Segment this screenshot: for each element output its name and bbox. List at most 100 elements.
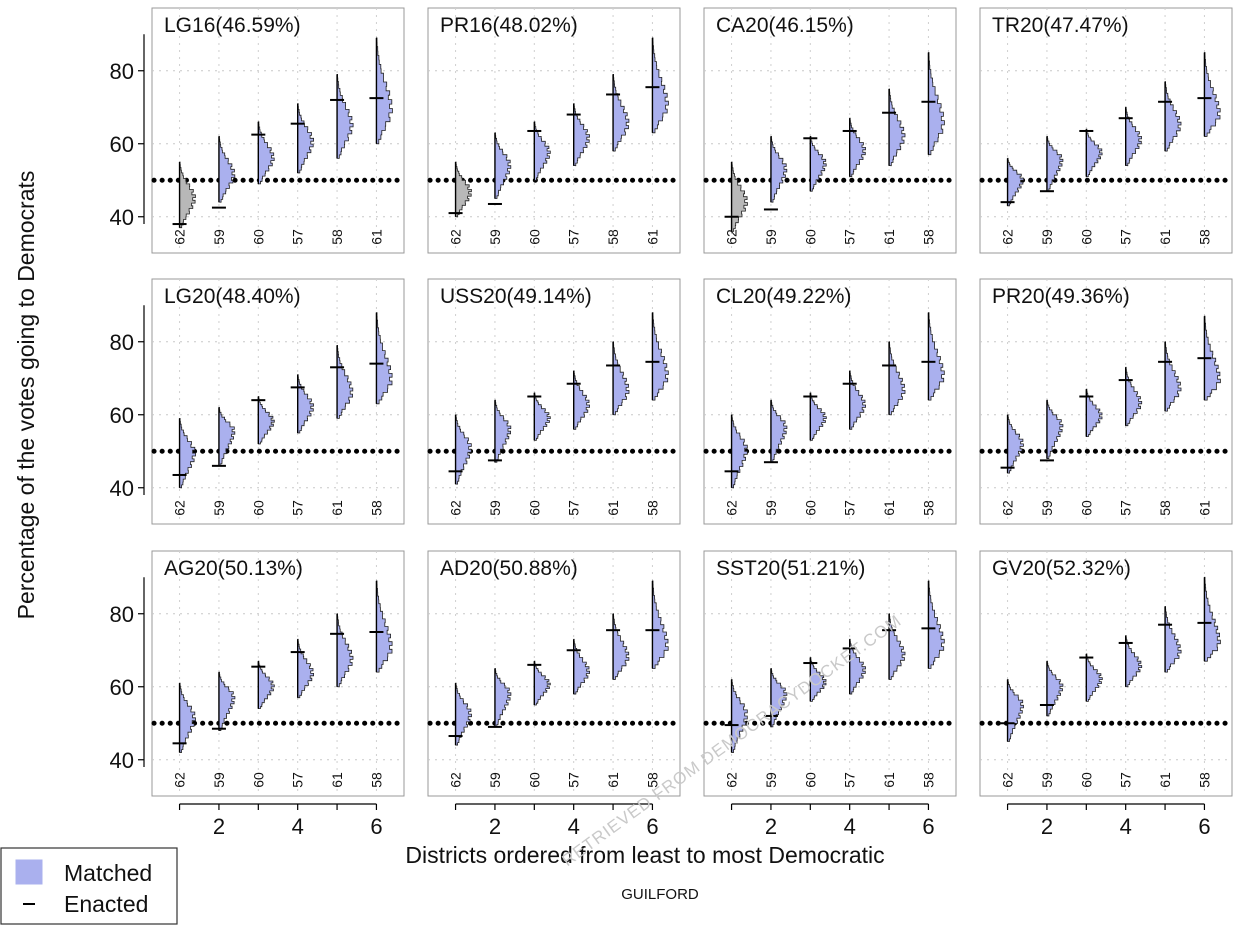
panel-6: CL20(49.22%) 62 59 60 57 61 58 xyxy=(703,278,957,525)
matched-distribution xyxy=(1164,81,1182,152)
district-label: 58 xyxy=(605,229,621,245)
district-label: 62 xyxy=(724,772,740,788)
district-label: 57 xyxy=(1118,500,1134,516)
matched-distribution xyxy=(652,37,669,134)
district-label: 62 xyxy=(172,772,188,788)
legend-enacted-label: Enacted xyxy=(64,891,148,917)
county-subtitle: GUILFORD xyxy=(621,886,699,903)
district-label: 58 xyxy=(1196,772,1212,788)
district-label: 61 xyxy=(1196,500,1212,516)
district-label: 62 xyxy=(724,229,740,245)
matched-distribution xyxy=(533,392,551,441)
x-tick-label: 4 xyxy=(844,814,856,839)
matched-distribution xyxy=(1164,606,1182,673)
district-label: 57 xyxy=(566,500,582,516)
matched-distribution xyxy=(573,103,590,167)
panel-frame xyxy=(979,278,1233,525)
x-tick-label: 6 xyxy=(922,814,934,839)
matched-distribution xyxy=(494,132,512,199)
matched-distribution xyxy=(731,161,748,232)
district-label: 57 xyxy=(290,500,306,516)
district-label: 59 xyxy=(487,229,503,245)
panel-title: AD20(50.88%) xyxy=(440,557,578,580)
matched-distribution xyxy=(179,418,196,489)
panel-title: TR20(47.47%) xyxy=(992,14,1129,37)
x-tick-label: 6 xyxy=(646,814,658,839)
panel-frame xyxy=(151,7,405,254)
district-label: 60 xyxy=(1078,229,1094,245)
panel-title: GV20(52.32%) xyxy=(992,557,1131,580)
panel-frame xyxy=(703,7,957,254)
panel-10: SST20(51.21%) 62 59 60 57 61 58 2 4 6 xyxy=(703,550,957,839)
panel-title: LG16(46.59%) xyxy=(164,14,301,37)
matched-distribution xyxy=(1007,414,1024,474)
district-label: 60 xyxy=(250,772,266,788)
panel-8: AG20(50.13%) 62 59 60 57 61 58 40 60 80 2 4 6 xyxy=(110,550,405,839)
matched-distribution xyxy=(1085,128,1103,177)
matched-distribution xyxy=(1204,315,1221,401)
matched-distribution xyxy=(652,580,669,669)
matched-distribution xyxy=(849,370,866,430)
y-tick-label: 80 xyxy=(110,59,134,84)
matched-distribution xyxy=(849,117,866,177)
matched-distribution xyxy=(1204,576,1221,662)
matched-distribution xyxy=(494,399,512,463)
matched-distribution xyxy=(1046,660,1064,717)
y-tick-label: 40 xyxy=(110,476,134,501)
matched-distribution xyxy=(257,396,275,445)
x-tick-label: 4 xyxy=(292,814,304,839)
matched-distribution xyxy=(928,52,945,156)
district-label: 62 xyxy=(172,500,188,516)
panel-title: AG20(50.13%) xyxy=(164,557,303,580)
district-label: 61 xyxy=(605,500,621,516)
y-axis-title: Percentage of the votes going to Democra… xyxy=(13,171,39,620)
district-label: 59 xyxy=(1039,229,1055,245)
matched-distribution xyxy=(1046,399,1064,459)
matched-distribution xyxy=(336,345,354,419)
matched-distribution xyxy=(652,312,669,401)
y-tick-label: 60 xyxy=(110,403,134,428)
district-label: 58 xyxy=(920,229,936,245)
x-tick-label: 6 xyxy=(370,814,382,839)
district-label: 60 xyxy=(802,772,818,788)
district-label: 61 xyxy=(644,229,660,245)
panel-frame xyxy=(151,550,405,797)
matched-distribution xyxy=(612,74,630,152)
district-label: 62 xyxy=(448,772,464,788)
panel-title: LG20(48.40%) xyxy=(164,285,301,308)
matched-distribution xyxy=(455,414,472,485)
panel-title: USS20(49.14%) xyxy=(440,285,592,308)
matched-distribution xyxy=(218,671,236,731)
district-label: 59 xyxy=(211,229,227,245)
panel-frame xyxy=(703,278,957,525)
panel-11: GV20(52.32%) 62 59 60 57 61 58 2 4 6 xyxy=(979,550,1233,839)
y-tick-label: 80 xyxy=(110,602,134,627)
district-label: 62 xyxy=(1000,229,1016,245)
matched-distribution xyxy=(297,374,314,434)
district-label: 58 xyxy=(1157,500,1173,516)
district-label: 57 xyxy=(290,772,306,788)
matched-distribution xyxy=(1007,157,1024,207)
y-tick-label: 40 xyxy=(110,748,134,773)
district-label: 59 xyxy=(211,500,227,516)
district-label: 62 xyxy=(1000,500,1016,516)
district-label: 61 xyxy=(605,772,621,788)
y-tick-label: 80 xyxy=(110,330,134,355)
panel-frame xyxy=(427,278,681,525)
district-label: 59 xyxy=(1039,500,1055,516)
matched-distribution xyxy=(809,657,827,702)
panel-frame xyxy=(427,550,681,797)
district-label: 60 xyxy=(250,500,266,516)
x-tick-label: 2 xyxy=(489,814,501,839)
panel-frame xyxy=(979,7,1233,254)
panel-title: PR16(48.02%) xyxy=(440,14,578,37)
matched-distribution xyxy=(809,392,827,441)
district-label: 60 xyxy=(1078,772,1094,788)
panel-title: CL20(49.22%) xyxy=(716,285,851,308)
matched-distribution xyxy=(731,679,748,753)
matched-distribution xyxy=(297,103,314,174)
matched-distribution xyxy=(179,161,196,229)
district-label: 57 xyxy=(566,229,582,245)
matched-distribution xyxy=(1085,653,1103,702)
